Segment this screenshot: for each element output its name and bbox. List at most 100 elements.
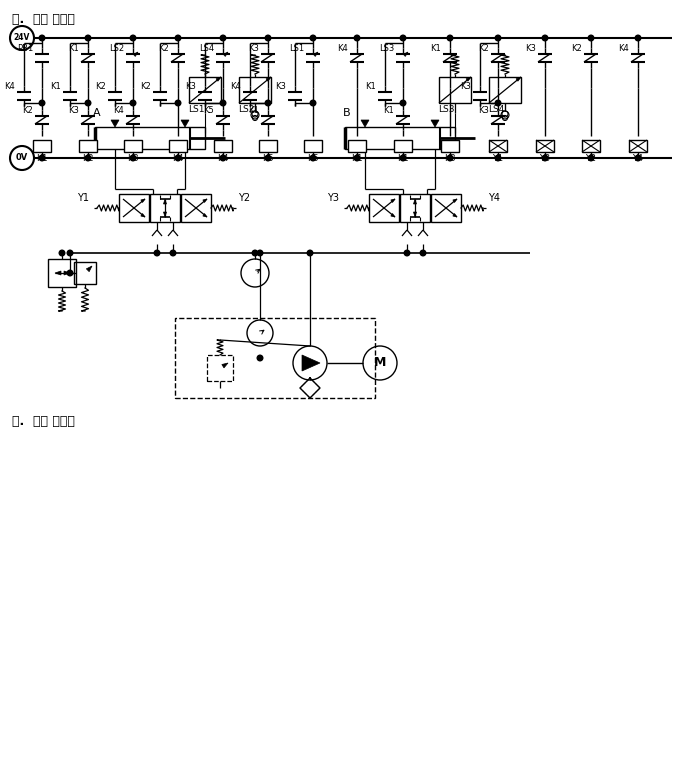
Polygon shape	[222, 363, 228, 368]
Text: M: M	[374, 356, 386, 370]
Text: LS4: LS4	[488, 105, 504, 114]
Circle shape	[175, 35, 181, 41]
Polygon shape	[516, 77, 521, 81]
Bar	[582, 140, 600, 152]
Circle shape	[265, 100, 271, 106]
Polygon shape	[453, 214, 457, 217]
Circle shape	[257, 251, 263, 256]
Polygon shape	[141, 214, 145, 217]
Text: LS4: LS4	[199, 44, 214, 53]
Text: K3: K3	[525, 44, 536, 53]
Polygon shape	[181, 120, 189, 127]
Bar	[33, 140, 51, 152]
Bar	[207, 355, 233, 381]
Text: K5: K5	[262, 154, 274, 163]
Bar	[189, 77, 221, 103]
Circle shape	[354, 155, 360, 161]
Text: A: A	[93, 108, 100, 118]
Text: K1: K1	[397, 154, 409, 163]
Circle shape	[265, 35, 271, 41]
Circle shape	[307, 251, 313, 256]
Text: K2: K2	[140, 82, 151, 91]
Text: K3: K3	[248, 44, 259, 53]
Text: K1: K1	[36, 154, 48, 163]
Circle shape	[404, 251, 410, 256]
Polygon shape	[216, 77, 221, 81]
Bar	[431, 194, 461, 222]
Bar	[214, 140, 232, 152]
Bar	[181, 194, 211, 222]
Text: K3: K3	[68, 106, 79, 115]
Text: K4: K4	[217, 154, 229, 163]
Text: K3: K3	[478, 106, 489, 115]
Polygon shape	[466, 77, 471, 81]
Circle shape	[175, 155, 181, 161]
Bar	[175, 318, 375, 398]
Bar	[79, 140, 97, 152]
Bar	[394, 140, 412, 152]
Circle shape	[420, 251, 426, 256]
Text: Y4: Y4	[488, 193, 500, 203]
Bar	[400, 194, 430, 222]
Bar	[239, 77, 271, 103]
Bar	[259, 140, 277, 152]
Circle shape	[39, 155, 45, 161]
Text: K1: K1	[351, 154, 363, 163]
Circle shape	[543, 35, 548, 41]
Bar	[348, 140, 366, 152]
Text: K1: K1	[69, 44, 79, 53]
Text: K4: K4	[337, 44, 348, 53]
Text: LS2: LS2	[109, 44, 124, 53]
Bar	[439, 77, 471, 103]
Text: K4: K4	[230, 82, 241, 91]
Polygon shape	[414, 212, 417, 217]
Circle shape	[400, 100, 406, 106]
Circle shape	[220, 155, 226, 161]
Polygon shape	[134, 52, 138, 56]
Circle shape	[265, 155, 271, 161]
Text: K2: K2	[572, 44, 582, 53]
Polygon shape	[453, 199, 457, 203]
Text: LS3: LS3	[438, 105, 455, 114]
Circle shape	[588, 155, 594, 161]
Bar	[489, 77, 521, 103]
Bar	[124, 140, 142, 152]
Text: K2: K2	[82, 154, 93, 163]
Text: Y4: Y4	[632, 154, 644, 163]
Circle shape	[354, 35, 360, 41]
Circle shape	[543, 155, 548, 161]
Circle shape	[10, 146, 34, 170]
Circle shape	[39, 100, 45, 106]
Text: K1: K1	[365, 82, 376, 91]
Text: K1: K1	[430, 44, 441, 53]
Text: Y1: Y1	[493, 154, 504, 163]
Circle shape	[85, 155, 91, 161]
Polygon shape	[64, 271, 70, 275]
Text: 24V: 24V	[14, 34, 30, 42]
Text: Y3: Y3	[327, 193, 339, 203]
Bar	[169, 140, 187, 152]
Circle shape	[310, 155, 316, 161]
Polygon shape	[203, 214, 207, 217]
Bar	[345, 127, 455, 149]
Polygon shape	[266, 77, 271, 81]
Bar	[489, 140, 507, 152]
Circle shape	[310, 100, 316, 106]
Text: K5: K5	[203, 106, 214, 115]
Circle shape	[447, 155, 453, 161]
Text: K3: K3	[444, 154, 456, 163]
Circle shape	[588, 35, 594, 41]
Bar	[119, 194, 149, 222]
Text: K3: K3	[185, 82, 196, 91]
Circle shape	[60, 251, 65, 256]
Text: 나.  전기 회로도: 나. 전기 회로도	[12, 415, 75, 428]
Text: K3: K3	[127, 154, 139, 163]
Polygon shape	[313, 52, 318, 56]
Circle shape	[400, 155, 406, 161]
Bar	[74, 262, 96, 284]
Circle shape	[220, 35, 226, 41]
Text: K2: K2	[478, 44, 489, 53]
Circle shape	[154, 251, 160, 256]
Text: Y3: Y3	[540, 154, 551, 163]
Polygon shape	[361, 120, 369, 127]
